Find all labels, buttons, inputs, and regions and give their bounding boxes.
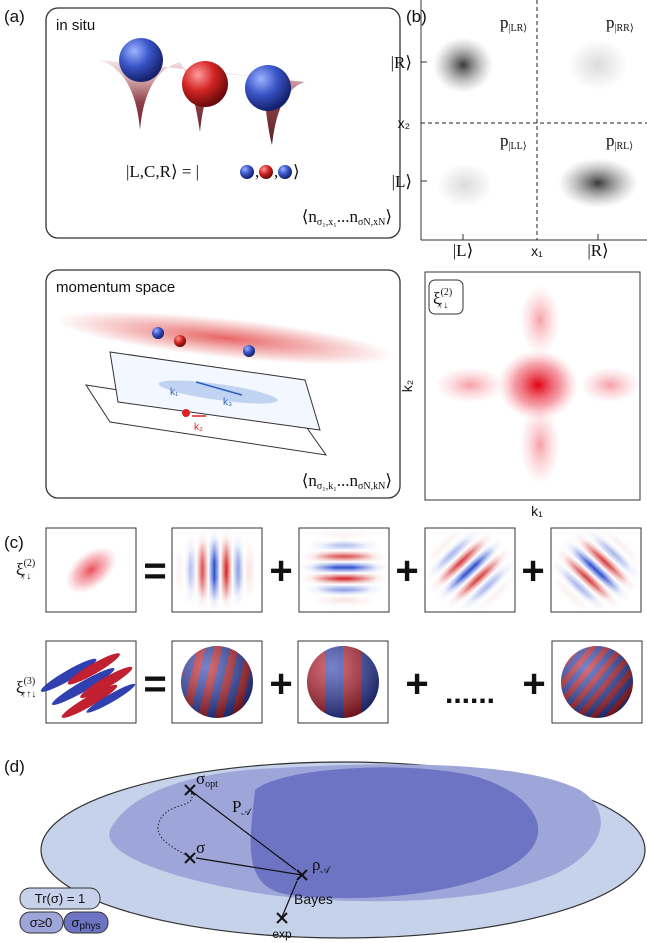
- exp-label: exp: [272, 927, 292, 941]
- blue-signal: [158, 380, 278, 404]
- red-signal: [182, 409, 190, 417]
- panel-label: (b): [406, 7, 427, 26]
- operator: +: [269, 549, 292, 593]
- atom-blue: [119, 38, 163, 82]
- legend-label: Tr(σ) = 1: [35, 891, 86, 906]
- atom: [243, 345, 255, 357]
- operator: +: [395, 549, 418, 593]
- sigma: σ: [196, 838, 205, 857]
- cloud: [55, 311, 395, 365]
- legend-pill: [19, 887, 101, 910]
- atom: [174, 335, 186, 347]
- panel-label: (c): [4, 533, 24, 552]
- insitu-box: [45, 7, 401, 239]
- y-state: |L⟩: [392, 172, 412, 191]
- correlation-map: [424, 271, 641, 501]
- projector: P𝒜: [232, 797, 252, 818]
- xi-label: ξ(2) ↑↓: [433, 287, 452, 311]
- operator: =: [143, 549, 166, 593]
- p-label: p|RR⟩: [606, 13, 634, 34]
- x-state: |L⟩: [453, 241, 473, 260]
- ellipsis: ......: [445, 677, 495, 710]
- state-sep: ,: [255, 162, 259, 181]
- xi-label: ξ(3) ↑↑↓: [16, 676, 36, 700]
- operator: +: [405, 662, 428, 706]
- operator: +: [521, 549, 544, 593]
- axis-label: k₁: [531, 503, 543, 519]
- state-atom: [278, 165, 292, 179]
- axis-label: k₂: [399, 380, 415, 392]
- operator: =: [143, 662, 166, 706]
- p-label: p|RL⟩: [606, 131, 633, 152]
- sigma-opt: σopt: [196, 769, 218, 790]
- insitu-title: in situ: [56, 17, 95, 34]
- arrow: [195, 381, 243, 396]
- axis-label: x₁: [531, 243, 543, 259]
- population-map: [420, 0, 647, 241]
- axis-label: x₂: [398, 115, 410, 131]
- state-atom: [259, 165, 273, 179]
- panel-label: (a): [4, 7, 25, 26]
- y-state: |R⟩: [391, 53, 412, 72]
- xi-box: [428, 279, 464, 315]
- state-atom: [240, 165, 254, 179]
- state-label: |L,C,R⟩ = |: [126, 162, 199, 181]
- momentum-correlator: ⟨nσ₁,k₁...nσN,kN⟩: [302, 471, 392, 492]
- bayes-label: Bayes: [294, 891, 333, 907]
- k-label: k₃: [223, 397, 232, 408]
- legend-pill: [19, 911, 64, 934]
- k-label: k₂: [194, 422, 203, 433]
- operator: +: [522, 662, 545, 706]
- state-space: [40, 761, 646, 939]
- insitu-correlator: ⟨nσ₁,x₁...nσN,xN⟩: [302, 207, 392, 228]
- momentum-title: momentum space: [56, 279, 175, 296]
- panel-label: (d): [4, 757, 25, 776]
- atom-blue: [245, 65, 291, 111]
- p-label: p|LL⟩: [500, 131, 527, 152]
- legend-label: σphys: [71, 915, 100, 932]
- operator: +: [269, 662, 292, 706]
- state-close: ⟩: [293, 162, 300, 181]
- x-state: |R⟩: [587, 241, 608, 260]
- p-label: p|LR⟩: [500, 13, 527, 34]
- legend-pill: [63, 911, 109, 934]
- mode-boxes: [45, 527, 642, 613]
- rho: ρ𝒜: [312, 855, 331, 876]
- atom-red: [182, 61, 228, 107]
- sphere-boxes: [40, 640, 643, 724]
- k-label: k₁: [170, 387, 179, 398]
- atom: [152, 327, 164, 339]
- xi-label: ξ(2) ↑↓: [16, 558, 35, 582]
- legend-label: σ≥0: [30, 915, 52, 930]
- state-sep: ,: [274, 162, 278, 181]
